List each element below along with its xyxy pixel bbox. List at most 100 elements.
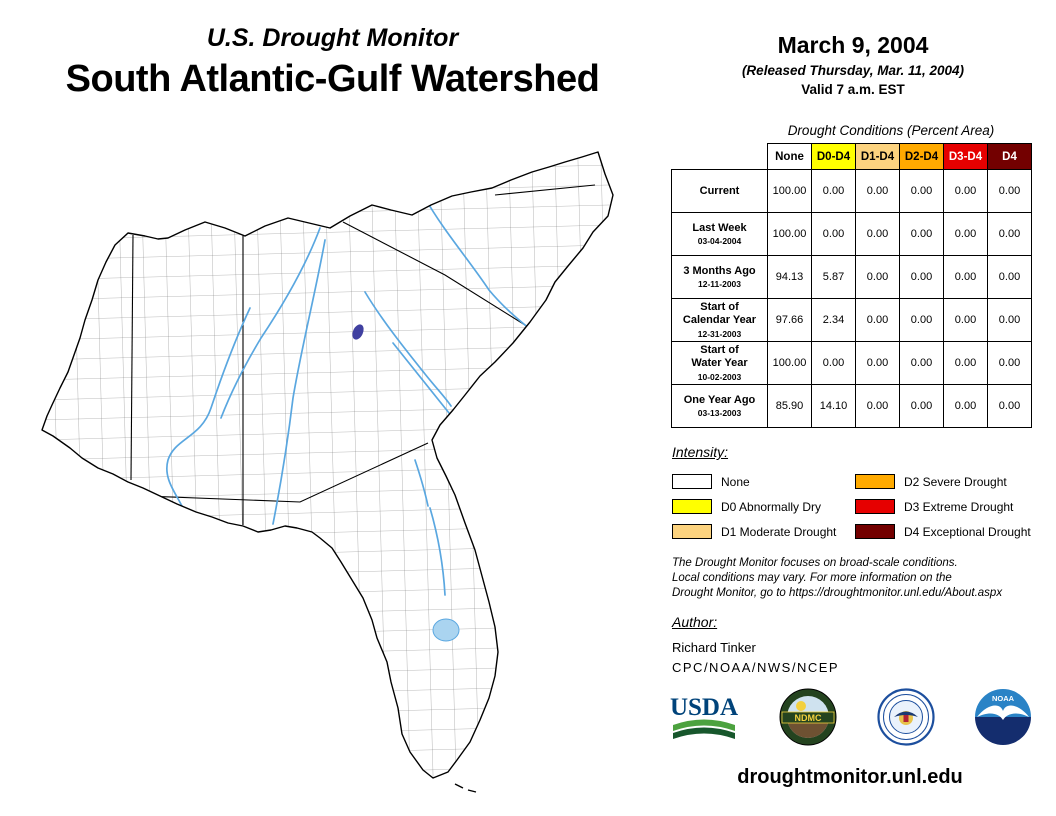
page-title: South Atlantic-Gulf Watershed — [65, 58, 600, 100]
author-org: CPC/NOAA/NWS/NCEP — [672, 660, 840, 675]
percent-cell: 0.00 — [899, 212, 944, 256]
table-body: Current 100.00 0.00 0.00 0.00 0.00 0.00 Last We… — [671, 169, 1032, 428]
percent-cell: 0.00 — [943, 384, 988, 428]
legend-grid: None D0 Abnormally Dry D1 Moderate Drought… — [672, 469, 1040, 544]
column-header: D1-D4 — [855, 143, 900, 170]
noaa-logo-text: NOAA — [992, 694, 1015, 703]
logo-row: USDA NDMC — [668, 688, 1032, 746]
legend-label: D3 Extreme Drought — [904, 499, 1014, 514]
date-block: March 9, 2004 (Released Thursday, Mar. 1… — [672, 32, 1034, 97]
percent-cell: 0.00 — [899, 255, 944, 299]
percent-cell: 0.00 — [811, 169, 856, 213]
table-title: Drought Conditions (Percent Area) — [787, 123, 995, 138]
row-label-cell: Start of Water Year 10-02-2003 — [671, 341, 768, 385]
percent-cell: 0.00 — [855, 255, 900, 299]
usda-logo: USDA — [670, 694, 738, 739]
commerce-shield — [903, 715, 909, 722]
lake-okeechobee — [432, 618, 460, 642]
florida-keys — [454, 783, 477, 793]
row-label: Last Week — [692, 221, 747, 234]
watershed-map-svg — [41, 151, 614, 793]
legend-item: None — [672, 474, 855, 489]
percent-cell: 0.00 — [987, 255, 1032, 299]
column-header: D3-D4 — [943, 143, 988, 170]
column-header: D4 — [987, 143, 1032, 170]
table-row: One Year Ago 03-13-2003 85.90 14.10 0.00 0.00… — [671, 384, 1032, 428]
row-date: 12-31-2003 — [697, 328, 742, 339]
percent-cell: 0.00 — [899, 384, 944, 428]
percent-cell: 100.00 — [767, 169, 812, 213]
row-label-cell: Start of Calendar Year 12-31-2003 — [671, 298, 768, 342]
footer-url: droughtmonitor.unl.edu — [737, 766, 963, 788]
row-label: Current — [699, 184, 740, 197]
percent-cell: 100.00 — [767, 212, 812, 256]
table-header-row: None D0-D4 D1-D4 D2-D4 D3-D4 D4 — [672, 143, 1032, 170]
percent-cell: 0.00 — [987, 341, 1032, 385]
percent-cell: 0.00 — [899, 169, 944, 213]
released-date: (Released Thursday, Mar. 11, 2004) — [741, 63, 965, 78]
percent-cell: 14.10 — [811, 384, 856, 428]
column-header: D2-D4 — [899, 143, 944, 170]
percent-cell: 0.00 — [987, 298, 1032, 342]
disclaimer-line: The Drought Monitor focuses on broad-sca… — [672, 557, 958, 569]
usda-swoosh-bottom — [673, 727, 735, 739]
legend-swatch — [855, 474, 895, 489]
ndmc-logo: NDMC — [779, 688, 837, 746]
row-date: 03-13-2003 — [697, 408, 742, 419]
percent-cell: 100.00 — [767, 341, 812, 385]
percent-cell: 0.00 — [811, 212, 856, 256]
percent-cell: 0.00 — [855, 298, 900, 342]
usda-swoosh-top — [673, 719, 735, 731]
row-label-cell: 3 Months Ago 12-11-2003 — [671, 255, 768, 299]
legend-title: Intensity: — [672, 444, 729, 460]
reservoir-lake — [352, 324, 364, 340]
percent-cell: 0.00 — [855, 384, 900, 428]
percent-cell: 0.00 — [943, 341, 988, 385]
percent-cell: 0.00 — [855, 169, 900, 213]
county-lines — [42, 152, 613, 778]
row-label-cell: One Year Ago 03-13-2003 — [671, 384, 768, 428]
legend-item: D0 Abnormally Dry — [672, 499, 855, 514]
percent-cell: 0.00 — [943, 169, 988, 213]
percent-cell: 0.00 — [987, 212, 1032, 256]
percent-cell: 0.00 — [899, 298, 944, 342]
noaa-logo: NOAA — [974, 689, 1031, 745]
legend-swatch — [672, 524, 712, 539]
table-row: Last Week 03-04-2004 100.00 0.00 0.00 0.00 0.0… — [671, 212, 1032, 256]
legend-item: D4 Exceptional Drought — [855, 524, 1040, 539]
percent-cell: 0.00 — [987, 384, 1032, 428]
noaa-sea — [974, 717, 1031, 745]
noaa-gull — [976, 705, 1029, 720]
table-row: Start of Water Year 10-02-2003 100.00 0.00 0… — [671, 341, 1032, 385]
percent-cell: 0.00 — [943, 212, 988, 256]
table-corner-cell — [672, 144, 768, 170]
column-header: None — [767, 143, 812, 170]
watershed-map — [25, 140, 645, 808]
legend-label: D0 Abnormally Dry — [721, 499, 822, 514]
percent-cell: 0.00 — [855, 212, 900, 256]
row-label: Start of Water Year — [691, 344, 748, 369]
commerce-mid-ring — [882, 694, 929, 740]
legend-label: None — [721, 474, 750, 489]
row-label-cell: Current — [671, 169, 768, 213]
table-row: 3 Months Ago 12-11-2003 94.13 5.87 0.00 0.00 0… — [671, 255, 1032, 299]
percent-cell: 0.00 — [987, 169, 1032, 213]
intensity-legend: Intensity: None D0 Abnormally Dry D1 Moder… — [672, 444, 1040, 544]
title-block: U.S. Drought Monitor South Atlantic-Gulf… — [10, 24, 655, 101]
row-label: Start of Calendar Year — [682, 301, 757, 326]
row-date: 12-11-2003 — [697, 279, 741, 290]
ndmc-sun — [796, 701, 807, 711]
legend-item: D3 Extreme Drought — [855, 499, 1040, 514]
row-label-cell: Last Week 03-04-2004 — [671, 212, 768, 256]
author-name: Richard Tinker — [672, 640, 756, 655]
legend-swatch — [672, 474, 712, 489]
legend-label: D1 Moderate Drought — [721, 524, 837, 539]
usda-logo-text: USDA — [670, 694, 738, 721]
percent-cell: 2.34 — [811, 298, 856, 342]
legend-swatch — [855, 524, 895, 539]
row-label: One Year Ago — [683, 393, 756, 406]
percent-cell: 97.66 — [767, 298, 812, 342]
ndmc-banner — [781, 711, 835, 724]
column-header: D0-D4 — [811, 143, 856, 170]
